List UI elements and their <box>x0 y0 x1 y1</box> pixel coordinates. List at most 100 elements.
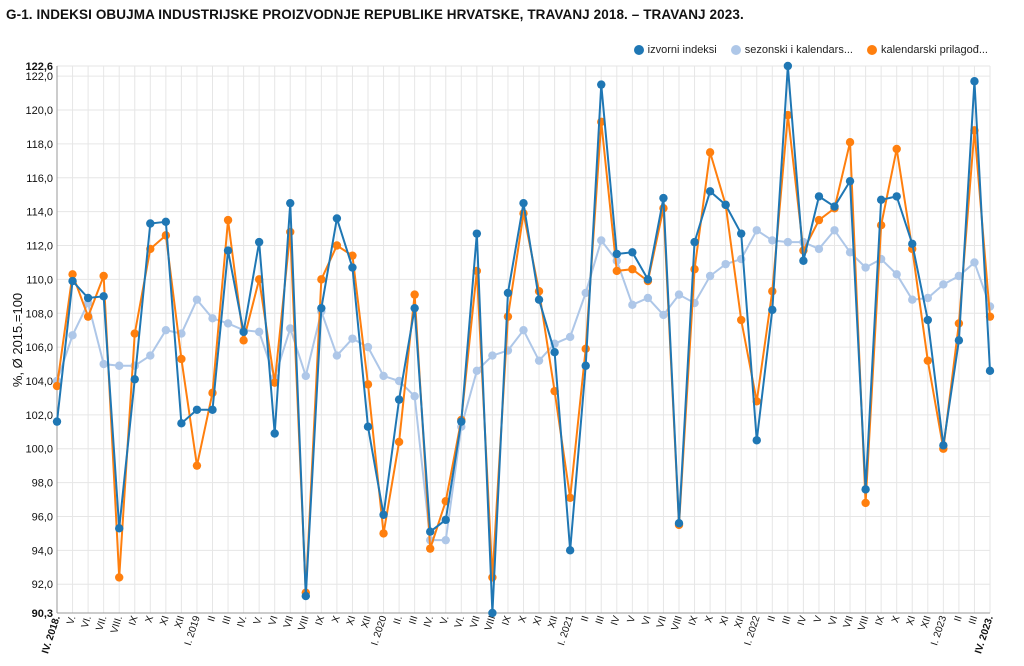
data-point <box>270 429 279 438</box>
data-point <box>923 315 932 325</box>
data-point <box>410 290 419 299</box>
data-point <box>876 195 886 204</box>
data-point <box>52 381 62 391</box>
data-point <box>659 193 668 203</box>
data-point <box>752 226 761 235</box>
data-point <box>239 327 248 337</box>
data-point <box>239 336 248 345</box>
x-tick-label: V. <box>65 615 78 627</box>
data-point <box>861 485 870 494</box>
data-point <box>441 535 450 545</box>
x-tick-label: XII <box>360 615 374 630</box>
x-tick-label: X <box>890 614 903 624</box>
data-point <box>301 371 310 381</box>
data-point <box>814 192 824 201</box>
y-tick-label: 122,0 <box>25 71 53 83</box>
x-tick-label: V <box>812 614 825 624</box>
data-point <box>659 310 668 320</box>
data-point <box>115 573 124 582</box>
x-tick-label: V. <box>439 615 452 627</box>
data-point <box>146 351 155 360</box>
data-point <box>923 293 932 303</box>
x-tick-label: XII <box>173 615 187 630</box>
data-point <box>690 265 699 274</box>
data-point <box>565 332 575 342</box>
x-tick-label: V <box>626 614 639 624</box>
data-point <box>270 378 279 387</box>
x-tick-label: VIII. <box>109 615 125 635</box>
data-point <box>192 461 202 470</box>
data-point <box>441 515 450 525</box>
data-point <box>115 361 124 370</box>
data-point <box>363 380 373 389</box>
x-tick-label: XII <box>733 615 747 630</box>
y-tick-label: 104,0 <box>25 376 53 388</box>
data-point <box>876 220 886 230</box>
data-point <box>426 544 435 553</box>
data-point <box>161 217 171 227</box>
data-point <box>192 295 202 304</box>
data-point <box>99 359 108 369</box>
data-point <box>379 371 388 381</box>
data-point <box>363 342 373 352</box>
data-point <box>519 198 528 208</box>
y-tick-label: 122,6 <box>25 61 53 73</box>
x-tick-label: X <box>330 614 343 624</box>
x-tick-label: VIII <box>856 615 871 633</box>
data-point <box>457 417 466 426</box>
y-tick-label: 98,0 <box>32 478 53 490</box>
x-tick-label: VI <box>640 615 653 627</box>
data-point <box>565 493 575 503</box>
data-point <box>597 80 606 89</box>
data-point <box>768 236 777 245</box>
data-point <box>83 312 93 321</box>
data-point <box>814 244 824 254</box>
data-point <box>861 263 870 272</box>
data-point <box>223 246 233 255</box>
data-point <box>690 237 699 247</box>
data-point <box>254 327 264 337</box>
legend-dot-icon <box>730 45 741 55</box>
data-point <box>861 498 870 508</box>
data-point <box>68 331 77 340</box>
data-point <box>534 295 544 304</box>
data-point <box>830 226 839 235</box>
data-point <box>348 263 357 272</box>
data-point <box>472 229 482 238</box>
legend-item-kalendarski[interactable]: kalendarski prilagođ... <box>866 44 988 56</box>
legend-item-izvorni[interactable]: izvorni indeksi <box>633 44 717 56</box>
data-point <box>674 290 684 299</box>
data-point <box>643 293 653 303</box>
data-point <box>301 591 310 601</box>
x-tick-label: XI <box>905 615 918 627</box>
data-point <box>534 356 544 365</box>
data-point <box>332 214 342 223</box>
legend-item-sezonski[interactable]: sezonski i kalendars... <box>730 44 853 56</box>
data-point <box>223 215 233 225</box>
data-point <box>970 77 979 86</box>
data-point <box>783 61 793 71</box>
x-tick-label: IX <box>874 614 887 627</box>
data-point <box>939 280 948 289</box>
x-tick-label: IX <box>314 614 327 627</box>
y-tick-label: 108,0 <box>25 308 53 320</box>
data-point <box>814 215 824 225</box>
data-point <box>379 510 388 519</box>
data-point <box>845 176 855 186</box>
data-point <box>939 441 948 450</box>
y-tick-label: 94,0 <box>32 545 53 557</box>
x-tick-label: IV. <box>235 615 249 629</box>
data-point <box>737 229 746 238</box>
data-point <box>892 192 901 201</box>
data-point <box>628 248 637 257</box>
data-point <box>830 202 839 211</box>
x-tick-label: X <box>517 614 530 624</box>
y-tick-label: 106,0 <box>25 342 53 354</box>
y-tick-label: 96,0 <box>32 511 53 523</box>
data-point <box>410 392 419 401</box>
x-tick-label: XII <box>919 615 933 630</box>
data-point <box>410 303 419 313</box>
x-tick-label: VI. <box>80 615 94 630</box>
chart-title: G-1. INDEKSI OBUJMA INDUSTRIJSKE PROIZVO… <box>6 7 744 22</box>
x-tick-label: VII. <box>94 615 109 633</box>
